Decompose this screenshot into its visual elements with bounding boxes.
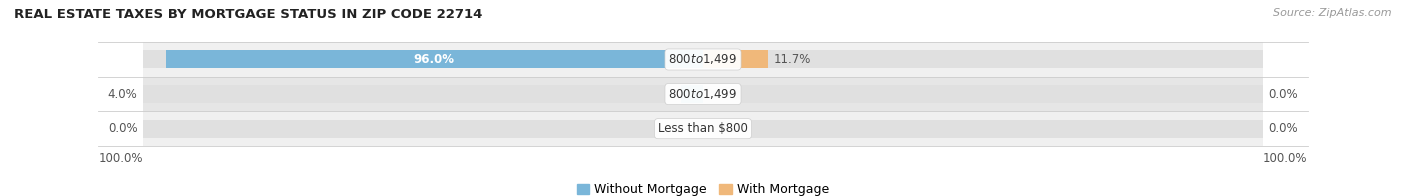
Bar [143, 42, 1263, 77]
Text: 0.0%: 0.0% [1268, 122, 1298, 135]
Bar [143, 120, 1263, 138]
Text: 96.0%: 96.0% [413, 53, 454, 66]
Text: 100.0%: 100.0% [1263, 152, 1308, 165]
Bar [166, 51, 703, 68]
Bar [143, 51, 1263, 68]
Text: $800 to $1,499: $800 to $1,499 [668, 87, 738, 101]
Bar [143, 77, 1263, 111]
Text: 0.0%: 0.0% [108, 122, 138, 135]
Bar [143, 111, 1263, 146]
Bar [703, 51, 769, 68]
Text: $800 to $1,499: $800 to $1,499 [668, 53, 738, 66]
Bar [143, 85, 1263, 103]
Text: REAL ESTATE TAXES BY MORTGAGE STATUS IN ZIP CODE 22714: REAL ESTATE TAXES BY MORTGAGE STATUS IN … [14, 8, 482, 21]
Text: 100.0%: 100.0% [98, 152, 143, 165]
Text: Source: ZipAtlas.com: Source: ZipAtlas.com [1274, 8, 1392, 18]
Text: Less than $800: Less than $800 [658, 122, 748, 135]
Text: 4.0%: 4.0% [108, 88, 138, 101]
Bar [681, 85, 703, 103]
Text: 0.0%: 0.0% [1268, 88, 1298, 101]
Legend: Without Mortgage, With Mortgage: Without Mortgage, With Mortgage [576, 183, 830, 196]
Text: 11.7%: 11.7% [775, 53, 811, 66]
